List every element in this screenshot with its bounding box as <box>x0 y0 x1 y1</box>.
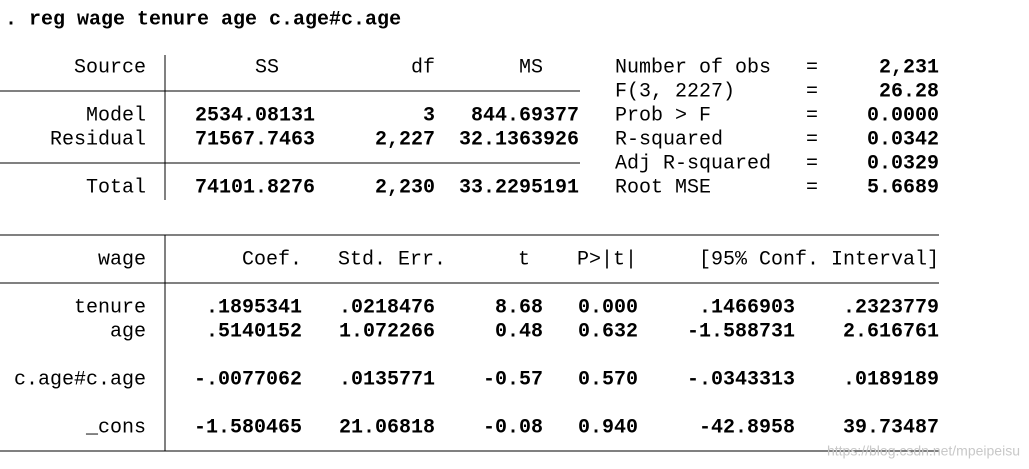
anova-header: SS <box>255 56 279 79</box>
anova-cell: 2,227 <box>375 128 435 151</box>
coef-cell: 39.73487 <box>843 416 939 439</box>
coef-header: P>|t| <box>577 248 637 271</box>
coef-cell: .1466903 <box>699 296 795 319</box>
stat-separator: = <box>806 80 818 103</box>
coef-row-label: c.age#c.age <box>14 368 146 391</box>
coef-cell: -.0343313 <box>687 368 795 391</box>
coef-cell: -.0077062 <box>194 368 302 391</box>
coef-header: wage <box>98 248 146 271</box>
coef-cell: .2323779 <box>843 296 939 319</box>
anova-cell: 2,230 <box>375 176 435 199</box>
coef-cell: -1.588731 <box>687 320 795 343</box>
coef-cell: 0.632 <box>578 320 638 343</box>
coef-cell: .5140152 <box>206 320 302 343</box>
anova-cell: 844.69377 <box>471 104 579 127</box>
stat-label: Root MSE <box>615 176 711 199</box>
coef-cell: -0.57 <box>483 368 543 391</box>
stat-value: 0.0329 <box>867 152 939 175</box>
coef-cell: -1.580465 <box>194 416 302 439</box>
stat-value: 2,231 <box>879 56 939 79</box>
coef-cell: -0.08 <box>483 416 543 439</box>
stat-label: Adj R-squared <box>615 152 771 175</box>
coef-row-label: _cons <box>85 416 146 439</box>
stat-label: F(3, 2227) <box>615 80 735 103</box>
anova-cell: 3 <box>423 104 435 127</box>
anova-header: df <box>411 56 435 79</box>
coef-cell: .0135771 <box>339 368 435 391</box>
coef-cell: .0189189 <box>843 368 939 391</box>
coef-cell: 2.616761 <box>843 320 939 343</box>
anova-row-label: Model <box>86 104 146 127</box>
coef-header: t <box>518 248 530 271</box>
coef-cell: 1.072266 <box>339 320 435 343</box>
anova-header: MS <box>519 56 543 79</box>
anova-row-label: Total <box>86 176 146 199</box>
coef-header: [95% Conf. Interval] <box>699 248 939 271</box>
coef-cell: 8.68 <box>495 296 543 319</box>
coef-header: Std. Err. <box>338 248 446 271</box>
coef-cell: 0.000 <box>578 296 638 319</box>
coef-cell: .1895341 <box>206 296 302 319</box>
coef-cell: 21.06818 <box>339 416 435 439</box>
coef-row-label: age <box>110 320 146 343</box>
anova-cell: 2534.08131 <box>195 104 315 127</box>
stat-separator: = <box>806 176 818 199</box>
stat-value: 0.0000 <box>867 104 939 127</box>
coef-cell: .0218476 <box>339 296 435 319</box>
coef-row-label: tenure <box>74 296 146 319</box>
stat-value: 0.0342 <box>867 128 939 151</box>
coef-cell: -42.8958 <box>699 416 795 439</box>
coef-cell: 0.570 <box>578 368 638 391</box>
stat-separator: = <box>806 152 818 175</box>
stat-separator: = <box>806 104 818 127</box>
stat-value: 5.6689 <box>867 176 939 199</box>
watermark: https://blog.csdn.net/mpeipeisu <box>827 443 1020 459</box>
anova-cell: 33.2295191 <box>459 176 579 199</box>
stat-separator: = <box>806 56 818 79</box>
coef-cell: 0.48 <box>495 320 543 343</box>
anova-header: Source <box>74 56 146 79</box>
anova-row-label: Residual <box>50 128 146 151</box>
stat-separator: = <box>806 128 818 151</box>
stat-value: 26.28 <box>879 80 939 103</box>
anova-cell: 71567.7463 <box>195 128 315 151</box>
anova-cell: 32.1363926 <box>459 128 579 151</box>
anova-cell: 74101.8276 <box>195 176 315 199</box>
coef-header: Coef. <box>242 248 302 271</box>
coef-cell: 0.940 <box>578 416 638 439</box>
stat-label: Prob > F <box>615 104 711 127</box>
command: . reg wage tenure age c.age#c.age <box>5 8 401 31</box>
stat-label: R-squared <box>615 128 723 151</box>
stat-label: Number of obs <box>615 56 771 79</box>
